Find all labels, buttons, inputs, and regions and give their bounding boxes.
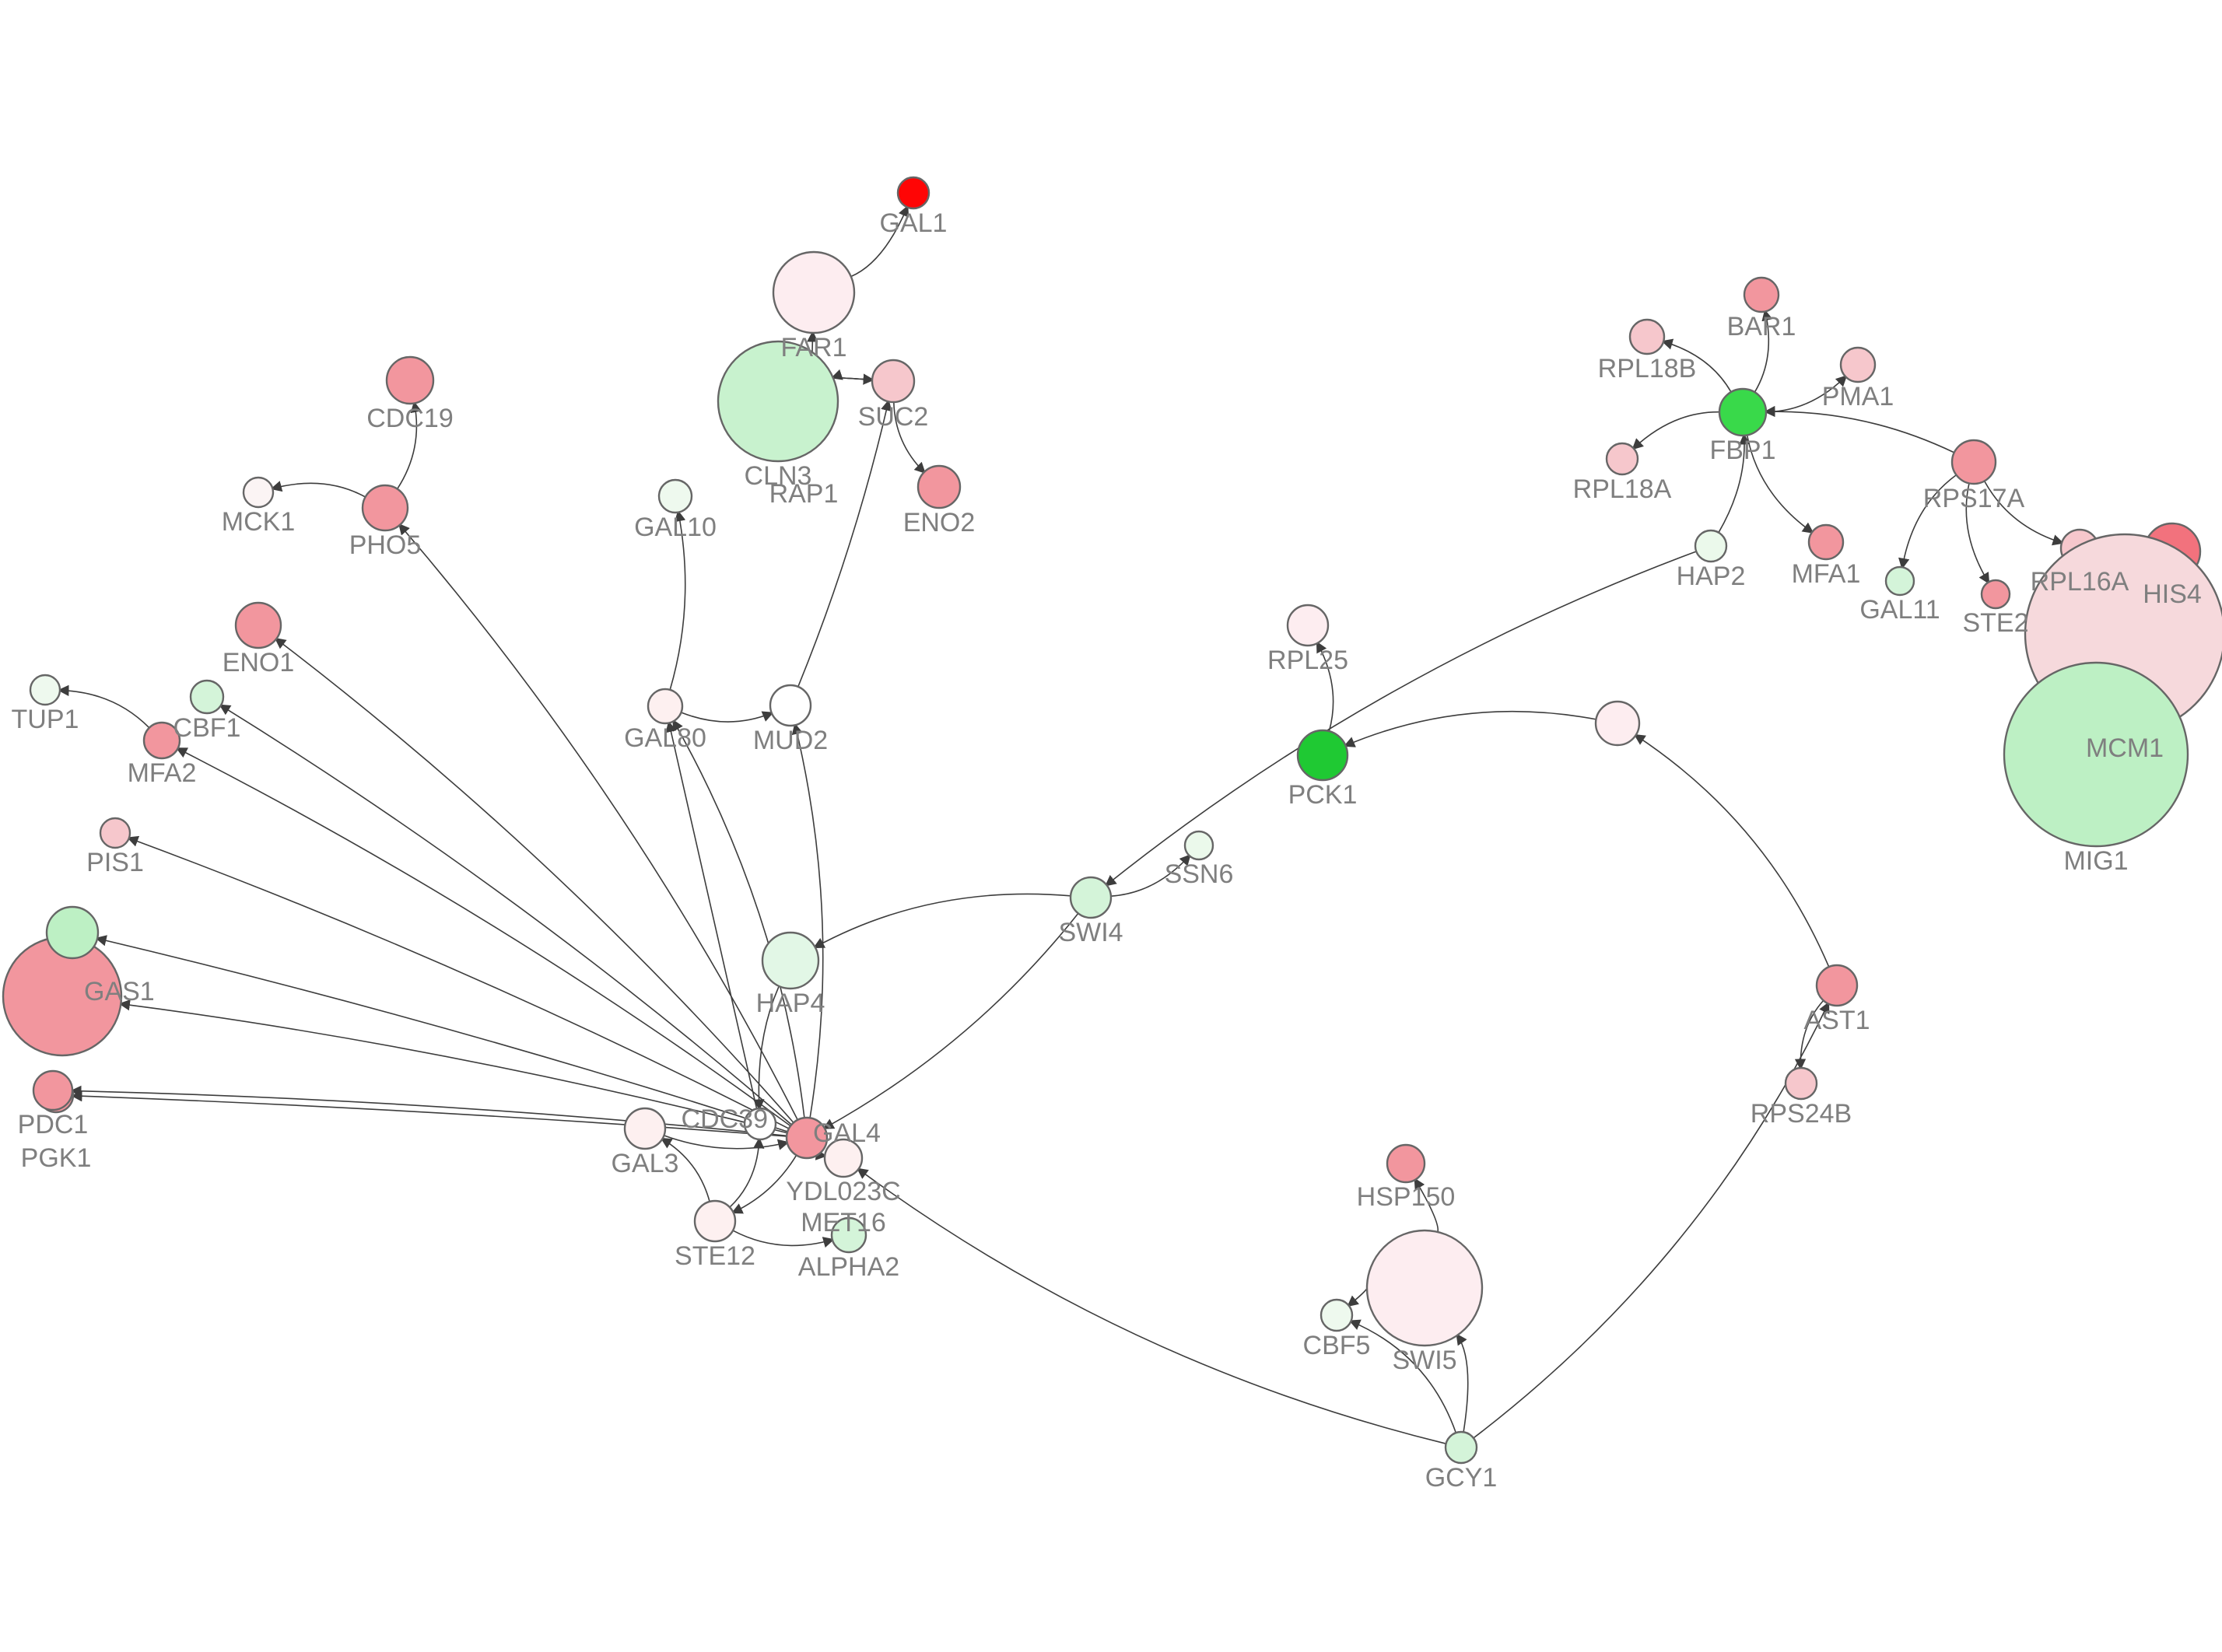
svg-text:PIS1: PIS1 bbox=[86, 848, 144, 877]
svg-text:HIS4: HIS4 bbox=[2143, 579, 2202, 609]
svg-text:MFA1: MFA1 bbox=[1792, 559, 1861, 589]
svg-text:MUD2: MUD2 bbox=[753, 726, 828, 755]
svg-text:MET16: MET16 bbox=[801, 1208, 886, 1237]
svg-text:MCK1: MCK1 bbox=[222, 507, 295, 537]
svg-text:PCK1: PCK1 bbox=[1288, 780, 1358, 810]
svg-text:GAL1: GAL1 bbox=[880, 208, 948, 238]
svg-text:MFA2: MFA2 bbox=[128, 758, 197, 788]
svg-text:CBF5: CBF5 bbox=[1303, 1331, 1371, 1360]
svg-text:HAP2: HAP2 bbox=[1677, 562, 1746, 591]
svg-text:SWI5: SWI5 bbox=[1392, 1346, 1456, 1375]
svg-text:STE12: STE12 bbox=[675, 1241, 755, 1271]
svg-text:RAP1: RAP1 bbox=[769, 479, 839, 509]
svg-text:GAL80: GAL80 bbox=[624, 723, 706, 753]
svg-text:HSP150: HSP150 bbox=[1357, 1182, 1456, 1212]
svg-text:MCM1: MCM1 bbox=[2086, 733, 2164, 763]
svg-text:GCY1: GCY1 bbox=[1425, 1463, 1498, 1493]
svg-text:PDC1: PDC1 bbox=[18, 1110, 89, 1139]
svg-text:RPS17A: RPS17A bbox=[1923, 484, 2025, 513]
svg-text:PHO5: PHO5 bbox=[349, 530, 422, 560]
svg-text:SSN6: SSN6 bbox=[1165, 859, 1234, 889]
svg-text:GAL4: GAL4 bbox=[813, 1118, 881, 1148]
svg-text:SWI4: SWI4 bbox=[1058, 918, 1123, 947]
svg-text:ENO2: ENO2 bbox=[903, 508, 976, 537]
svg-text:FAR1: FAR1 bbox=[780, 333, 846, 362]
svg-text:CDC19: CDC19 bbox=[366, 404, 453, 433]
svg-text:YDL023C: YDL023C bbox=[786, 1177, 900, 1206]
svg-text:RPL18A: RPL18A bbox=[1573, 474, 1672, 504]
svg-text:AST1: AST1 bbox=[1803, 1006, 1870, 1035]
svg-text:RPL25: RPL25 bbox=[1267, 646, 1348, 675]
svg-text:ALPHA2: ALPHA2 bbox=[798, 1252, 899, 1282]
svg-text:TUP1: TUP1 bbox=[12, 705, 79, 734]
svg-text:RPL16A: RPL16A bbox=[2031, 567, 2129, 597]
svg-text:FBP1: FBP1 bbox=[1709, 436, 1775, 465]
svg-text:CDC39: CDC39 bbox=[682, 1104, 768, 1134]
svg-text:PMA1: PMA1 bbox=[1822, 382, 1894, 411]
svg-text:GAL11: GAL11 bbox=[1859, 595, 1940, 625]
svg-text:SUC2: SUC2 bbox=[858, 402, 929, 432]
svg-text:HAP4: HAP4 bbox=[756, 989, 825, 1018]
svg-text:MIG1: MIG1 bbox=[2063, 846, 2128, 876]
svg-text:RPS24B: RPS24B bbox=[1751, 1099, 1852, 1129]
svg-text:GAS1: GAS1 bbox=[84, 977, 155, 1006]
svg-text:GAL3: GAL3 bbox=[612, 1149, 679, 1178]
svg-text:RPL18B: RPL18B bbox=[1598, 354, 1697, 383]
svg-text:GAL10: GAL10 bbox=[634, 513, 717, 542]
svg-text:ENO1: ENO1 bbox=[223, 648, 295, 677]
svg-text:BAR1: BAR1 bbox=[1727, 312, 1796, 341]
svg-text:CBF1: CBF1 bbox=[173, 713, 241, 743]
svg-text:PGK1: PGK1 bbox=[21, 1143, 92, 1173]
svg-text:STE2: STE2 bbox=[1962, 608, 2028, 638]
